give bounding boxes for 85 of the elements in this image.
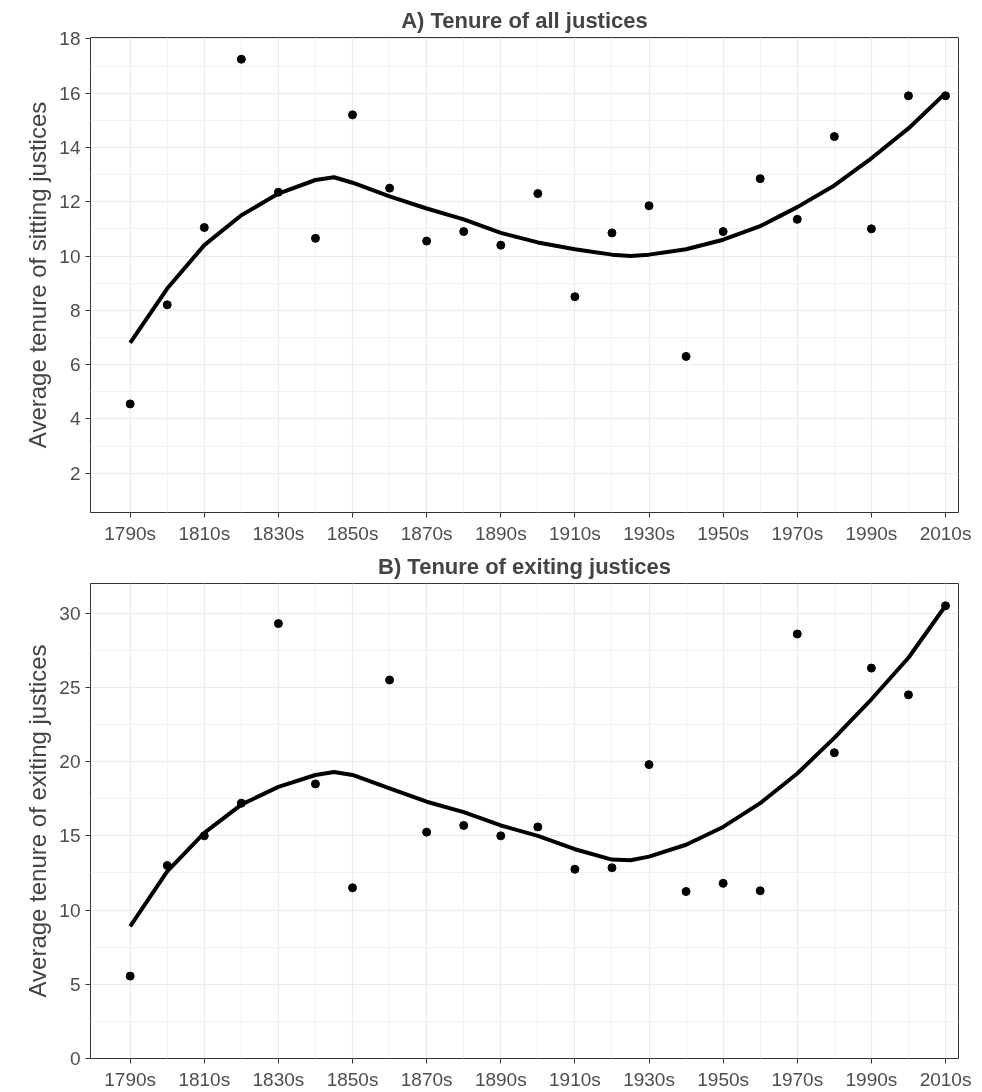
x-tick-label: 1810s (178, 522, 231, 544)
point (422, 236, 432, 246)
point (496, 831, 506, 841)
point (385, 183, 395, 193)
x-tick-label: 1870s (400, 522, 453, 544)
y-tick-label: 8 (69, 299, 81, 321)
point (570, 864, 580, 874)
x-tick-label: 1850s (326, 1068, 379, 1090)
y-tick-label: 5 (69, 973, 81, 995)
point (755, 886, 765, 896)
point (496, 240, 506, 250)
point (385, 675, 395, 685)
point (718, 227, 728, 237)
y-axis-title: Average tenure of sitting justices (24, 101, 52, 449)
y-tick-label: 6 (69, 354, 81, 376)
x-tick-label: 1870s (400, 1068, 453, 1090)
x-tick-label: 1830s (252, 1068, 305, 1090)
y-tick-label: 15 (59, 825, 81, 847)
x-tick-label: 1830s (252, 522, 305, 544)
point (903, 690, 913, 700)
point (273, 619, 283, 629)
x-tick-label: 1810s (178, 1068, 231, 1090)
point (607, 863, 617, 873)
point (718, 878, 728, 888)
point (644, 201, 654, 211)
point (125, 399, 135, 409)
x-tick-label: 1930s (623, 1068, 675, 1090)
point (681, 351, 691, 361)
point (533, 822, 543, 832)
y-tick-label: 12 (59, 191, 81, 213)
point (125, 971, 135, 981)
x-tick-label: 1790s (104, 522, 157, 544)
y-tick-label: 30 (59, 602, 81, 624)
x-tick-label: 1850s (326, 522, 379, 544)
point (348, 110, 358, 120)
point (792, 214, 802, 224)
point (644, 760, 654, 770)
x-tick-label: 2010s (919, 1068, 972, 1090)
point (829, 748, 839, 758)
point (459, 820, 469, 830)
y-tick-label: 14 (59, 136, 81, 158)
point (236, 54, 246, 64)
x-tick-label: 1910s (549, 1068, 601, 1090)
x-tick-label: 1890s (474, 522, 527, 544)
y-tick-label: 25 (59, 676, 81, 698)
point (199, 223, 209, 232)
x-tick-label: 1790s (104, 1068, 157, 1090)
point (829, 132, 839, 142)
x-tick-label: 1990s (845, 1068, 898, 1090)
point (792, 629, 802, 639)
point (310, 779, 320, 789)
x-tick-label: 1950s (697, 1068, 750, 1090)
x-tick-label: 1950s (697, 522, 750, 544)
y-axis-title: Average tenure of exiting justices (24, 644, 52, 998)
point (533, 189, 543, 199)
x-tick-label: 1910s (549, 522, 601, 544)
y-tick-label: 10 (59, 899, 81, 921)
point (903, 91, 913, 101)
x-tick-label: 1970s (771, 522, 824, 544)
point (422, 827, 432, 837)
point (866, 224, 876, 234)
x-tick-label: 1990s (845, 522, 898, 544)
y-tick-label: 20 (59, 751, 81, 773)
point (866, 663, 876, 673)
x-tick-label: 1970s (771, 1068, 824, 1090)
x-tick-label: 2010s (919, 522, 972, 544)
line-series (128, 91, 948, 345)
y-tick-label: 10 (59, 245, 81, 267)
y-tick-label: 18 (59, 28, 81, 50)
point (459, 227, 469, 237)
point (162, 300, 172, 310)
point (607, 228, 617, 238)
y-tick-label: 16 (59, 82, 81, 104)
point (310, 233, 320, 243)
chart-title: A) Tenure of all justices (401, 7, 648, 33)
point (348, 883, 358, 893)
y-tick-label: 2 (69, 462, 81, 484)
point (681, 887, 691, 896)
x-tick-label: 1890s (474, 1068, 527, 1090)
point (570, 292, 580, 302)
y-tick-label: 4 (69, 408, 81, 430)
point (755, 174, 765, 184)
chart-title: B) Tenure of exiting justices (378, 553, 671, 579)
x-tick-label: 1930s (623, 522, 675, 544)
y-tick-label: 0 (69, 1048, 81, 1069)
